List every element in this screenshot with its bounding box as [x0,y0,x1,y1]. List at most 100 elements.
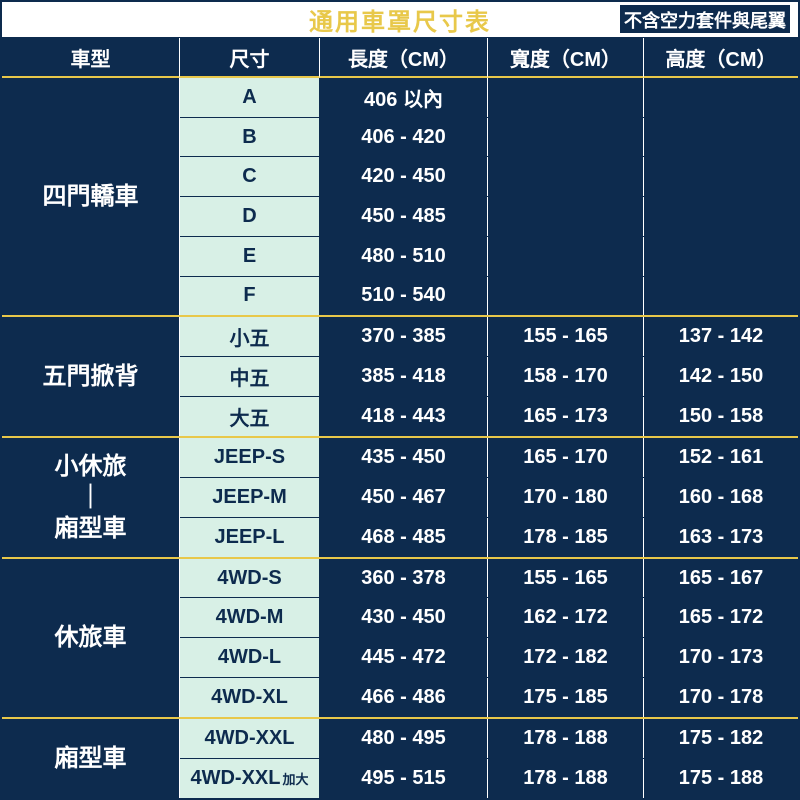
size-cell: 4WD-M [180,598,320,637]
size-value: 大五 [230,402,270,431]
table-row: JEEP-M 450 - 467170 - 180160 - 168 [180,478,798,518]
table-row: F510 - 540 [180,277,798,316]
size-value: 中五 [230,362,270,391]
length-cell: 480 - 495 [320,719,488,758]
size-value: 4WD-L [218,646,281,669]
rows: A 406 以內B406 - 420 C 420 - 450 D 450 - 485 E 48… [180,78,798,315]
length-cell: 385 - 418 [320,357,488,396]
type-cell: 廂型車 [2,719,180,798]
table-row: 4WD-XXL480 - 495178 - 188175 - 182 [180,719,798,759]
height-cell: 137 - 142 [644,317,798,356]
height-cell [644,237,798,276]
size-value: JEEP-S [214,446,285,469]
height-cell: 170 - 173 [644,638,798,677]
width-cell [488,277,644,316]
size-value: 4WD-M [216,606,284,629]
size-value: 小五 [230,322,270,351]
length-cell: 450 - 467 [320,478,488,517]
table-row: JEEP-S435 - 450165 - 170152 - 161 [180,438,798,478]
height-cell [644,157,798,196]
header-type: 車型 [2,38,180,78]
rows: 4WD-XXL480 - 495178 - 188175 - 1824WD-XX… [180,719,798,798]
size-cell: JEEP-L [180,518,320,557]
size-cell: 大五 [180,397,320,436]
length-cell: 418 - 443 [320,397,488,436]
width-cell: 175 - 185 [488,678,644,717]
size-sub: 加大 [282,769,308,788]
height-cell: 175 - 188 [644,759,798,798]
table-row: 4WD-L 445 - 472172 - 182170 - 173 [180,638,798,678]
rows: 小五 370 - 385155 - 165137 - 142 中五 385 - 418… [180,317,798,436]
size-cell: F [180,277,320,316]
width-cell [488,237,644,276]
length-cell: 510 - 540 [320,277,488,316]
table-row: 大五418 - 443165 - 173150 - 158 [180,397,798,436]
type-cell: 休旅車 [2,559,180,717]
table-row: 4WD-S360 - 378155 - 165165 - 167 [180,559,798,599]
size-cell: 小五 [180,317,320,356]
width-cell [488,118,644,157]
size-cell: B [180,118,320,157]
group: 四門轎車 A 406 以內B406 - 420 C 420 - 450 D 450 - 48… [2,78,798,317]
group: 休旅車4WD-S360 - 378155 - 165165 - 167 4WD-M… [2,559,798,719]
title-row: 通用車罩尺寸表 不含空力套件與尾翼 [2,2,798,38]
length-cell: 420 - 450 [320,157,488,196]
length-cell: 360 - 378 [320,559,488,598]
size-value: JEEP-L [214,526,284,549]
length-cell: 406 以內 [320,78,488,117]
width-cell: 172 - 182 [488,638,644,677]
table-row: 4WD-XL466 - 486175 - 185170 - 178 [180,678,798,717]
type-cell: 五門掀背 [2,317,180,436]
size-cell: D [180,197,320,236]
size-cell: 4WD-XXL加大 [180,759,320,798]
size-value: A [242,86,256,109]
header-width: 寬度（CM） [488,38,644,78]
height-cell [644,197,798,236]
size-cell: JEEP-M [180,478,320,517]
height-cell: 142 - 150 [644,357,798,396]
length-cell: 480 - 510 [320,237,488,276]
width-cell: 165 - 170 [488,438,644,477]
table-row: 中五 385 - 418158 - 170142 - 150 [180,357,798,397]
width-cell: 155 - 165 [488,317,644,356]
height-cell: 175 - 182 [644,719,798,758]
header-length: 長度（CM） [320,38,488,78]
table-row: D 450 - 485 [180,197,798,237]
height-cell: 165 - 167 [644,559,798,598]
table-row: 4WD-M430 - 450162 - 172165 - 172 [180,598,798,638]
size-cell: A [180,78,320,117]
size-value: 4WD-XL [211,686,288,709]
length-cell: 495 - 515 [320,759,488,798]
type-cell: 四門轎車 [2,78,180,315]
size-cell: 中五 [180,357,320,396]
width-cell [488,157,644,196]
width-cell: 178 - 185 [488,518,644,557]
height-cell: 165 - 172 [644,598,798,637]
width-cell: 155 - 165 [488,559,644,598]
length-cell: 468 - 485 [320,518,488,557]
size-value: 4WD-XXL [205,727,295,750]
height-cell: 150 - 158 [644,397,798,436]
size-value: D [242,205,256,228]
table-body: 四門轎車 A 406 以內B406 - 420 C 420 - 450 D 450 - 48… [2,78,798,798]
height-cell: 163 - 173 [644,518,798,557]
width-cell: 170 - 180 [488,478,644,517]
length-cell: 450 - 485 [320,197,488,236]
table-row: B406 - 420 [180,118,798,158]
length-cell: 430 - 450 [320,598,488,637]
table-row: JEEP-L 468 - 485178 - 185163 - 173 [180,518,798,557]
table-row: A 406 以內 [180,78,798,118]
length-cell: 466 - 486 [320,678,488,717]
size-value: C [242,165,256,188]
size-value: JEEP-M [212,486,286,509]
title-note: 不含空力套件與尾翼 [620,5,790,33]
type-cell: 小休旅 ｜ 廂型車 [2,438,180,557]
length-cell: 370 - 385 [320,317,488,356]
rows: 4WD-S360 - 378155 - 165165 - 167 4WD-M 430… [180,559,798,717]
height-cell: 160 - 168 [644,478,798,517]
length-cell: 445 - 472 [320,638,488,677]
height-cell [644,78,798,117]
width-cell: 158 - 170 [488,357,644,396]
table-row: 小五 370 - 385155 - 165137 - 142 [180,317,798,357]
size-value: E [243,245,256,268]
